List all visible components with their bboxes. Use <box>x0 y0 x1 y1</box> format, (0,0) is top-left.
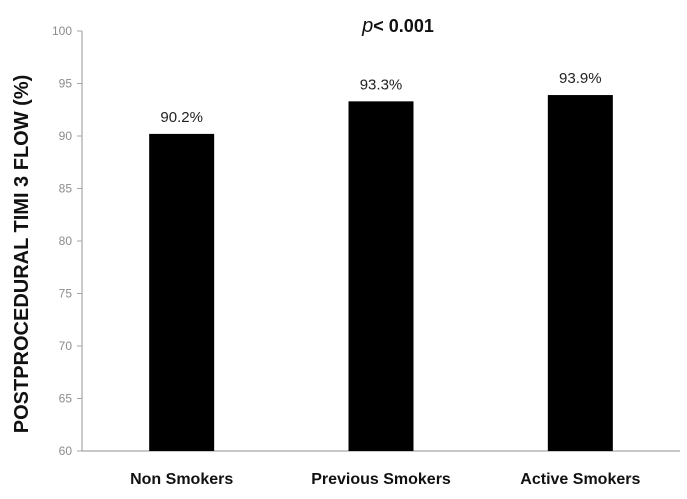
bar-3 <box>547 95 613 452</box>
y-tick-label: 80 <box>59 234 73 248</box>
bar-1 <box>149 133 215 451</box>
x-category-label: Previous Smokers <box>311 471 451 488</box>
y-tick-label: 95 <box>59 77 73 91</box>
chart-title-rest: < 0.001 <box>373 16 434 36</box>
y-axis-label: POSTPROCEDURAL TIMI 3 FLOW (%) <box>11 75 33 434</box>
y-tick-label: 60 <box>59 444 73 458</box>
bars-group <box>149 95 613 452</box>
data-label: 93.9% <box>559 70 602 87</box>
y-tick-label: 75 <box>59 287 73 301</box>
bar-2 <box>348 101 414 451</box>
y-tick-label: 70 <box>59 339 73 353</box>
chart-title: p< 0.001 <box>361 15 434 37</box>
x-category-label: Non Smokers <box>130 471 233 488</box>
data-label: 90.2% <box>160 109 203 126</box>
y-tick-label: 65 <box>59 392 73 406</box>
labels-group: 90.2% Non Smokers 93.3% Previous Smokers 93.… <box>130 70 640 488</box>
y-tick-label: 85 <box>59 182 73 196</box>
data-label: 93.3% <box>360 76 403 93</box>
x-category-label: Active Smokers <box>520 471 640 488</box>
y-tick-label: 90 <box>59 129 73 143</box>
chart-title-italic: p <box>361 15 373 37</box>
y-tick-label: 100 <box>52 24 72 38</box>
